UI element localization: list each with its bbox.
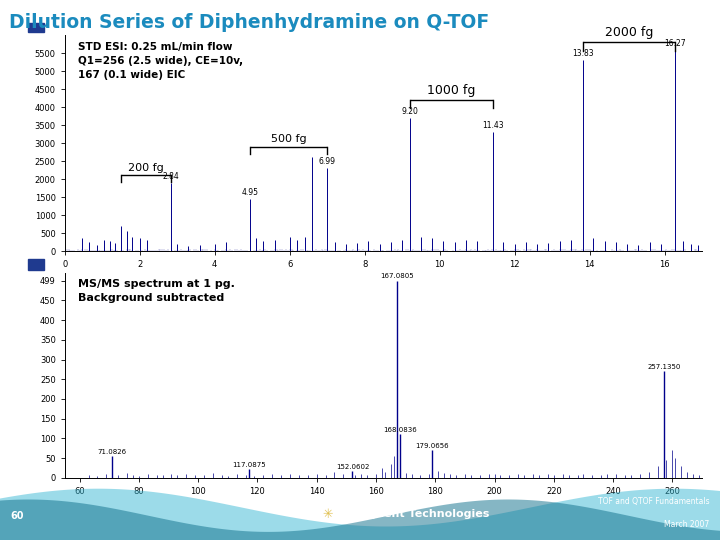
- Bar: [28, 259, 44, 269]
- Text: Dilution Series of Diphenhydramine on Q-TOF: Dilution Series of Diphenhydramine on Q-…: [9, 14, 490, 32]
- Text: STD ESI: 0.25 mL/min flow
Q1=256 (2.5 wide), CE=10v,
167 (0.1 wide) EIC: STD ESI: 0.25 mL/min flow Q1=256 (2.5 wi…: [78, 42, 243, 79]
- Text: March 2007: March 2007: [664, 521, 709, 529]
- Text: 500 fg: 500 fg: [271, 134, 307, 144]
- Text: TOF and QTOF Fundamentals: TOF and QTOF Fundamentals: [598, 497, 709, 505]
- Text: 60: 60: [11, 511, 24, 521]
- Text: 13.83: 13.83: [572, 50, 594, 58]
- Text: 2000 fg: 2000 fg: [605, 26, 653, 39]
- Text: 179.0656: 179.0656: [415, 443, 449, 449]
- Text: 1000 fg: 1000 fg: [427, 84, 476, 97]
- Text: 257.1350: 257.1350: [647, 364, 680, 370]
- Text: 2.84: 2.84: [163, 172, 179, 181]
- Bar: [28, 23, 44, 32]
- Text: 152.0602: 152.0602: [336, 464, 369, 470]
- Text: 71.0826: 71.0826: [98, 449, 127, 455]
- Text: 117.0875: 117.0875: [232, 462, 266, 468]
- Text: 6.99: 6.99: [318, 158, 336, 166]
- Text: Agilent Technologies: Agilent Technologies: [360, 509, 490, 519]
- Polygon shape: [0, 489, 720, 540]
- Text: ✳: ✳: [323, 508, 333, 521]
- Text: 4.95: 4.95: [242, 188, 258, 197]
- Text: 11.43: 11.43: [482, 122, 504, 131]
- Text: 9.20: 9.20: [401, 107, 418, 116]
- Text: 200 fg: 200 fg: [128, 163, 164, 173]
- Text: 168.0836: 168.0836: [383, 427, 417, 433]
- Polygon shape: [0, 500, 720, 540]
- Text: 167.0805: 167.0805: [380, 273, 414, 279]
- Text: 16.27: 16.27: [664, 39, 685, 48]
- Text: MS/MS spectrum at 1 pg.
Background subtracted: MS/MS spectrum at 1 pg. Background subtr…: [78, 279, 235, 303]
